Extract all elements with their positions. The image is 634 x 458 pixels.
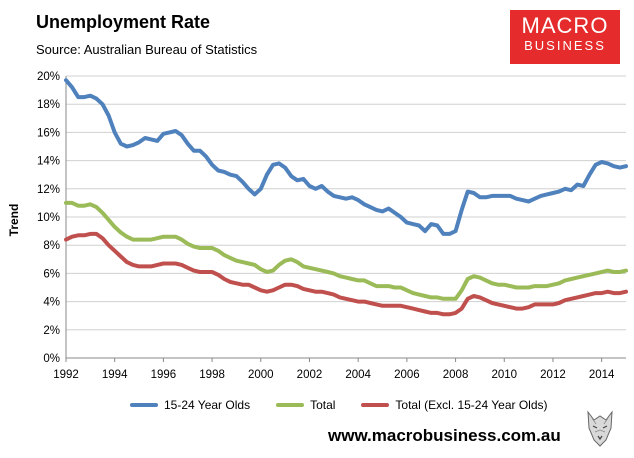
y-axis-label: Trend [7, 204, 21, 237]
y-tick-label: 8% [43, 240, 60, 252]
legend-item-total: Total [276, 398, 335, 412]
y-tick-label: 20% [37, 71, 60, 83]
legend: 15-24 Year Olds Total Total (Excl. 15-24… [130, 398, 548, 412]
x-tick-label: 2000 [248, 369, 274, 381]
legend-label: 15-24 Year Olds [164, 398, 251, 412]
x-tick-label: 2010 [491, 369, 517, 381]
y-tick-label: 2% [43, 325, 60, 337]
y-tick-label: 18% [37, 99, 60, 111]
legend-item-15-24: 15-24 Year Olds [130, 398, 250, 412]
x-tick-label: 2002 [297, 369, 323, 381]
y-tick-label: 10% [37, 212, 60, 224]
x-tick-label: 2008 [443, 369, 469, 381]
y-tick-label: 0% [43, 353, 60, 365]
x-tick-label: 2014 [589, 369, 615, 381]
x-tick-label: 1996 [151, 369, 177, 381]
y-tick-label: 14% [37, 156, 60, 168]
x-axis-ticks: 1992 1994 1996 1998 2000 2002 2004 2006 2008 2010… [53, 358, 615, 381]
logo-line-1: MACRO [521, 13, 609, 38]
series-line-0 [64, 78, 628, 236]
y-axis-ticks: 0% 2% 4% 6% 8% 10% 12% 14% 16% 18% 20% [37, 71, 60, 365]
series-lines [64, 78, 628, 317]
legend-swatch [276, 403, 305, 407]
y-tick-label: 4% [43, 297, 60, 309]
chart-title: Unemployment Rate [36, 12, 211, 32]
x-tick-label: 2004 [345, 369, 371, 381]
y-tick-label: 16% [37, 127, 60, 139]
x-tick-label: 2012 [540, 369, 566, 381]
y-tick-label: 12% [37, 184, 60, 196]
y-tick-label: 6% [43, 268, 60, 280]
chart-source: Source: Australian Bureau of Statistics [36, 42, 258, 57]
x-tick-label: 1998 [199, 369, 225, 381]
gridlines [65, 75, 626, 359]
x-tick-label: 1992 [53, 369, 79, 381]
macrobusiness-logo: MACRO BUSINESS [510, 10, 620, 64]
logo-line-2: BUSINESS [524, 38, 606, 53]
legend-swatch [361, 403, 390, 407]
legend-item-total-excl: Total (Excl. 15-24 Year Olds) [361, 398, 548, 412]
legend-label: Total (Excl. 15-24 Year Olds) [395, 398, 548, 412]
line-chart: 0%2%4%6%8%10%12%14%16%18%20% 1992 1994 199… [7, 71, 628, 381]
legend-swatch [130, 403, 158, 407]
series-line-2 [64, 231, 628, 317]
x-tick-label: 1994 [102, 369, 128, 381]
x-tick-label: 2006 [394, 369, 420, 381]
series-line-1 [64, 200, 628, 301]
legend-label: Total [310, 398, 336, 412]
wolf-logo-icon [587, 410, 613, 447]
website-url: www.macrobusiness.com.au [328, 426, 561, 445]
